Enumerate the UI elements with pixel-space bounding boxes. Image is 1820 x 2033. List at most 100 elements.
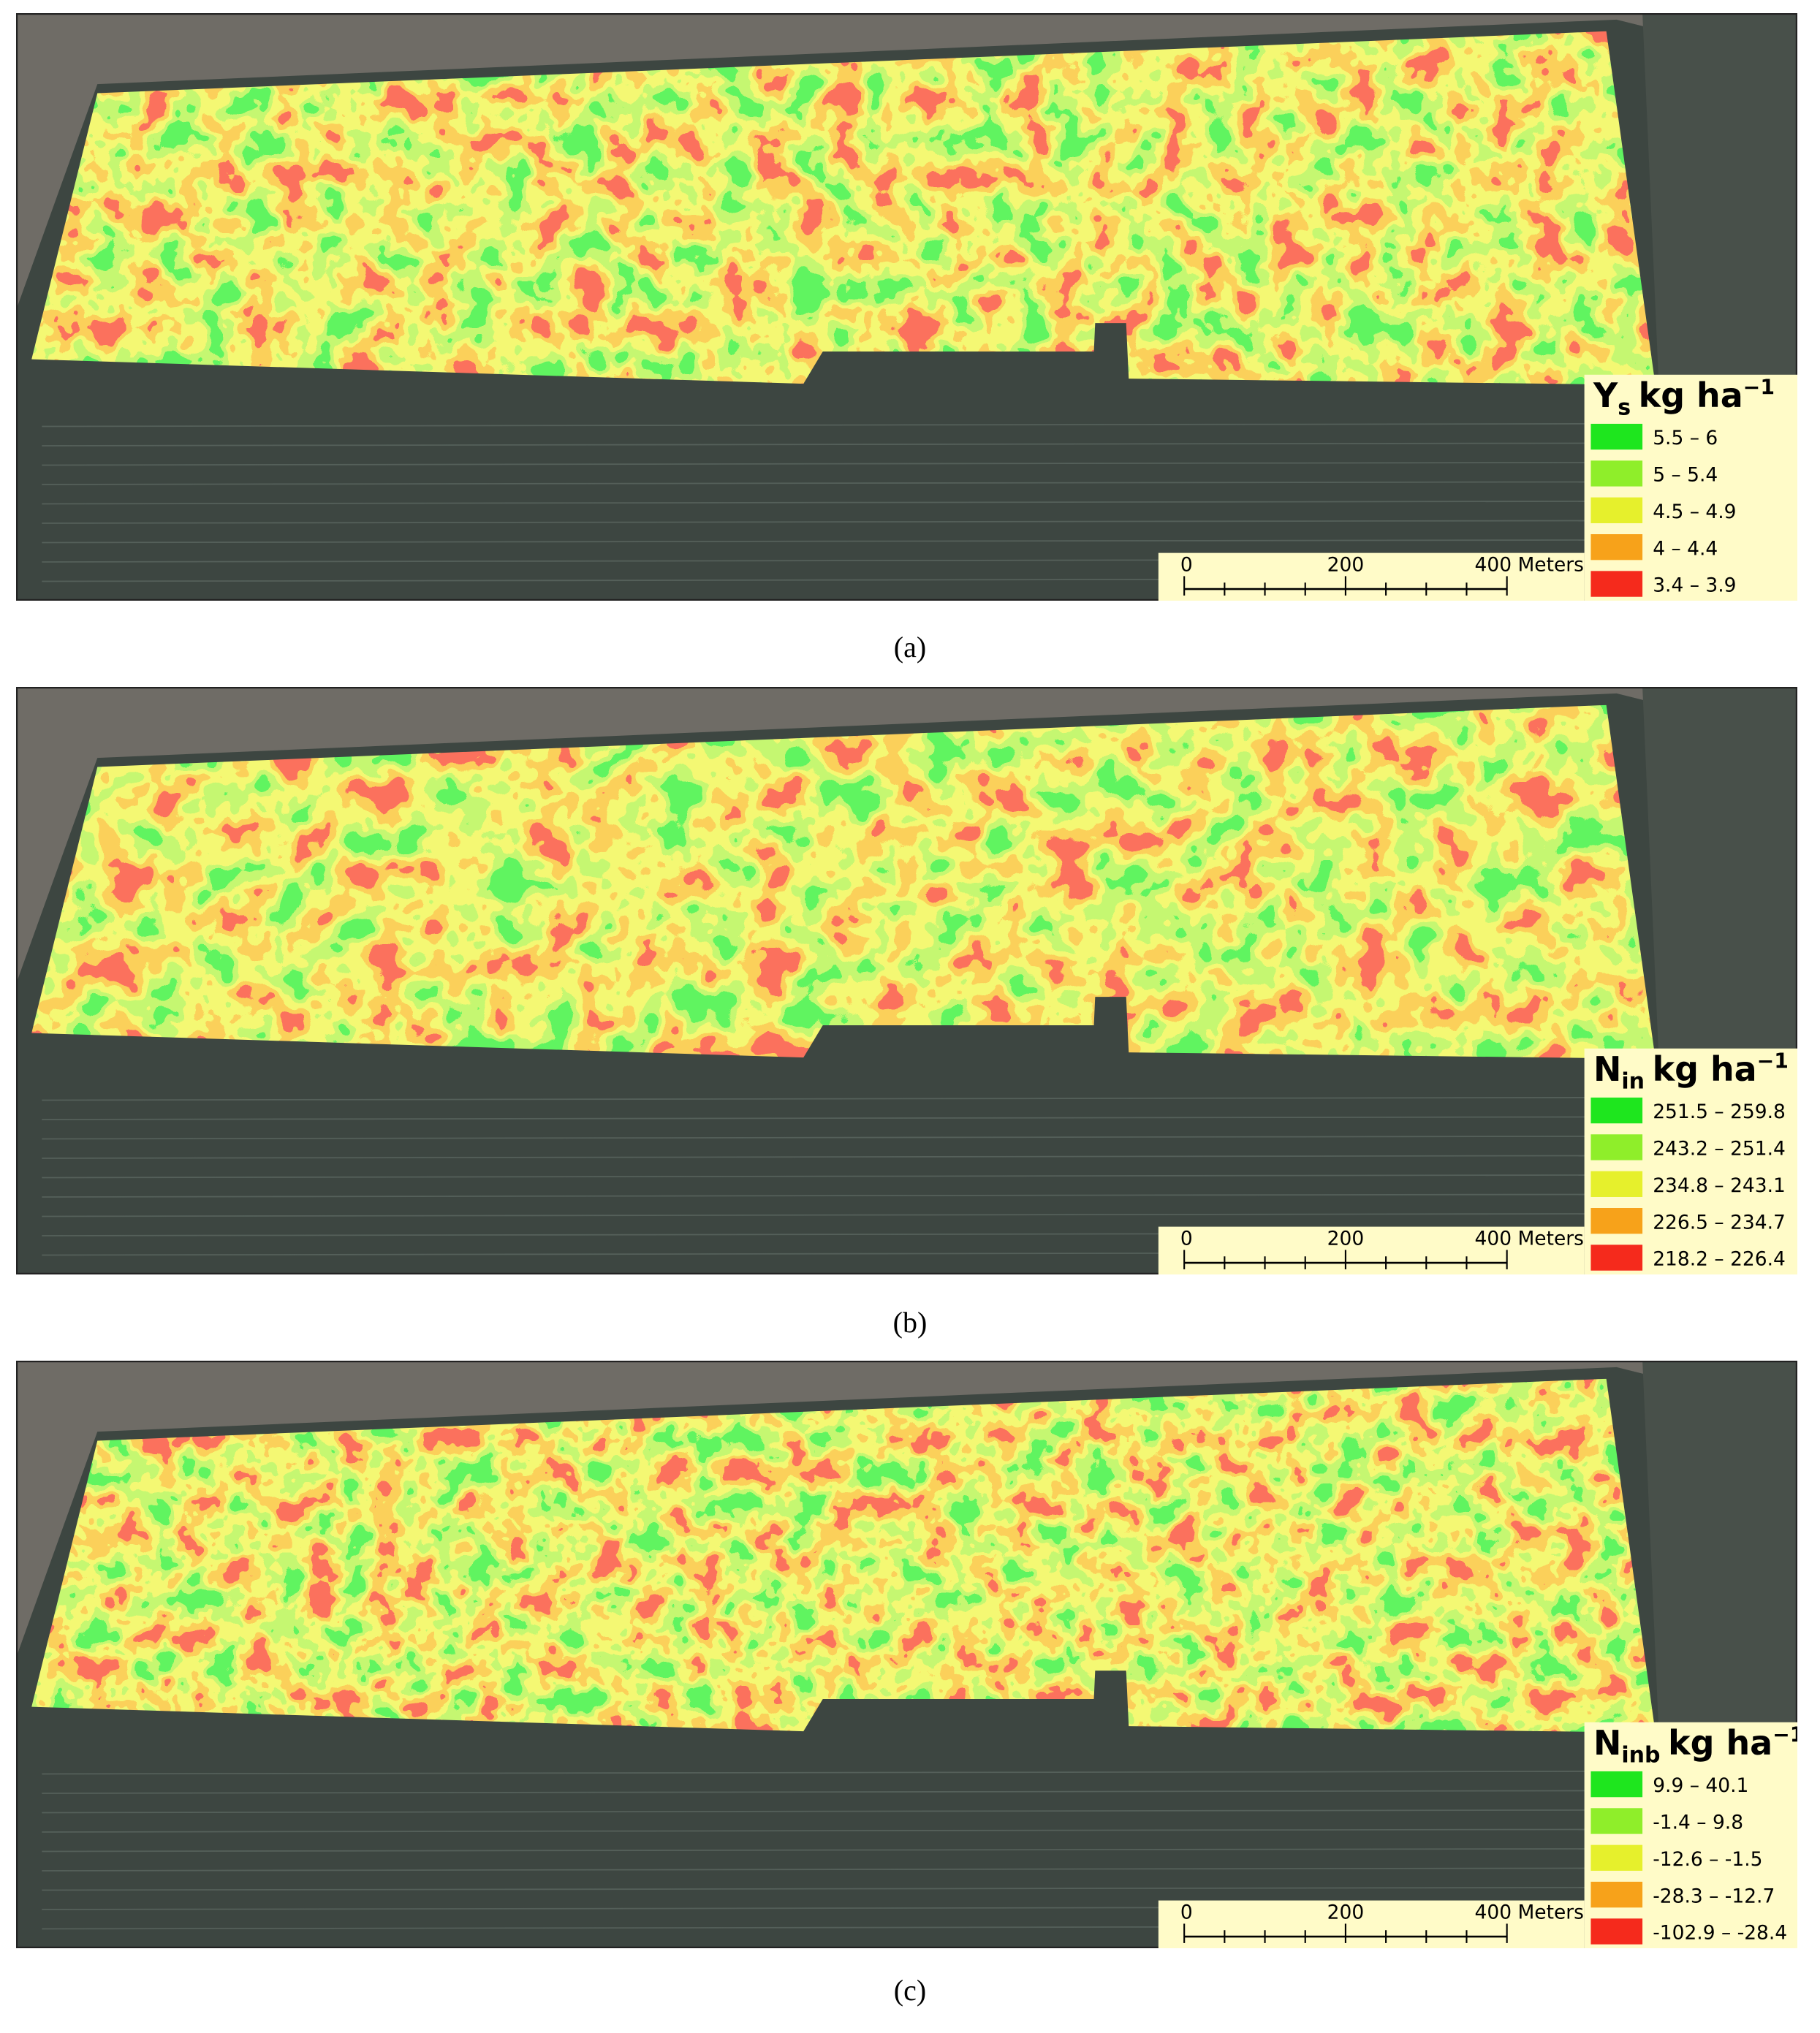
legend-symbol: Y [1593,376,1618,415]
legend-unit: kg ha [1668,1723,1772,1763]
crop-row [42,520,1591,524]
legend-label: 3.4 – 3.9 [1653,574,1736,597]
legend-swatch [1590,571,1643,597]
legend-swatch [1590,1771,1643,1798]
legend-swatch [1590,1207,1643,1234]
legend-swatch [1590,533,1643,560]
crop-row [42,1136,1591,1140]
scale-bar-box [1158,1226,1585,1274]
legend-swatch [1590,1918,1643,1945]
legend-label: -102.9 – -28.4 [1653,1922,1787,1945]
legend-label: 4 – 4.4 [1653,537,1718,560]
legend-title: Nin kg ha−1 [1593,1049,1789,1094]
crop-row [42,1213,1591,1217]
crop-row [42,1848,1591,1852]
legend-subscript: inb [1621,1743,1660,1768]
legend-swatch [1590,1171,1643,1197]
frame [16,13,1797,601]
legend: Nin kg ha−1 251.5 – 259.8 243.2 – 251.4 234.… [1584,1048,1797,1274]
legend-label: 9.9 – 40.1 [1653,1774,1748,1797]
scale-label: 0 [1180,1227,1193,1250]
field-map [31,704,1656,1059]
legend-label: 243.2 – 251.4 [1653,1138,1786,1160]
legend-label: 5.5 – 6 [1653,427,1718,449]
scale-label: 0 [1180,1901,1193,1923]
scale-label: 400 Meters [1475,1227,1584,1250]
frame [16,1361,1797,1948]
legend-subscript: s [1618,395,1631,421]
legend-box [1584,1722,1797,1948]
crop-row [42,1867,1591,1872]
legend-unit: kg ha [1653,1049,1757,1089]
scale-label: 0 [1180,553,1193,576]
crop-row [42,1174,1591,1179]
scale-label: 400 Meters [1475,553,1584,576]
legend-swatch [1590,1097,1643,1124]
map-panel: 0 200 400 Meters Ninb kg ha−1 9.9 – 40.1 -1.4 … [16,1361,1797,1948]
legend-unit: kg ha [1639,376,1743,415]
crop-row [42,539,1591,544]
legend-swatch [1590,497,1643,523]
scale-label: 200 [1327,553,1365,576]
legend-exponent: −1 [1772,1722,1797,1747]
frame [16,687,1797,1274]
crop-row [42,481,1591,485]
crop-row [42,1887,1591,1891]
legend-label: 251.5 – 259.8 [1653,1101,1786,1123]
legend-swatch [1590,1808,1643,1834]
legend-swatch [1590,1844,1643,1871]
legend-label: 218.2 – 226.4 [1653,1248,1786,1271]
legend-exponent: −1 [1743,375,1775,399]
crop-row [42,423,1591,428]
legend-label: 5 – 5.4 [1653,464,1718,487]
map-panel: 0 200 400 Meters Nin kg ha−1 251.5 – 259.8 243… [16,687,1797,1274]
scale-bar: 0 200 400 Meters [1158,1900,1585,1948]
legend-label: -28.3 – -12.7 [1653,1885,1775,1907]
legend: Ninb kg ha−1 9.9 – 40.1 -1.4 – 9.8 -12.6 – -… [1584,1722,1797,1948]
scale-label: 400 Meters [1475,1901,1584,1923]
legend-swatch [1590,1134,1643,1160]
crop-row [42,501,1591,505]
crop-row [42,1116,1591,1120]
legend-label: 226.5 – 234.7 [1653,1211,1786,1234]
legend-symbol: N [1593,1049,1621,1089]
legend-label: -12.6 – -1.5 [1653,1848,1762,1871]
legend-title: Ys kg ha−1 [1593,375,1775,420]
crop-row [42,1809,1591,1814]
upper-land [16,13,1797,311]
legend-box [1584,1048,1797,1274]
scale-label: 200 [1327,1901,1365,1923]
legend-subscript: in [1621,1069,1645,1095]
caption: (a) [893,631,927,664]
upper-land [16,687,1797,984]
crop-row [42,442,1591,446]
legend: Ys kg ha−1 5.5 – 6 5 – 5.4 4.5 – 4.9 4 – 4.4 3… [1584,374,1797,601]
crop-row [42,1097,1591,1101]
legend-swatch [1590,1244,1643,1271]
scale-label: 200 [1327,1227,1365,1250]
scale-bar: 0 200 400 Meters [1158,1226,1585,1274]
caption: (c) [893,1974,927,2007]
field-map [31,1378,1656,1733]
legend-label: 234.8 – 243.1 [1653,1174,1786,1197]
scale-bar-box [1158,1900,1585,1948]
legend-swatch [1590,460,1643,487]
legend-symbol: N [1593,1723,1621,1763]
scale-bar: 0 200 400 Meters [1158,552,1585,601]
legend-label: 4.5 – 4.9 [1653,501,1736,523]
upper-land [16,1361,1797,1658]
field-map [31,31,1656,385]
legend-swatch [1590,1881,1643,1908]
crop-row [42,1828,1591,1833]
scale-bar-box [1158,552,1585,601]
legend-title: Ninb kg ha−1 [1593,1722,1797,1768]
legend-exponent: −1 [1757,1049,1789,1073]
legend-label: -1.4 – 9.8 [1653,1812,1743,1834]
legend-swatch [1590,423,1643,450]
caption: (b) [892,1306,928,1339]
crop-row [42,1790,1591,1794]
crop-row [42,1155,1591,1159]
crop-row [42,462,1591,466]
map-panel: 0 200 400 Meters Ys kg ha−1 5.5 – 6 5 – 5.4 4.5… [16,13,1797,601]
